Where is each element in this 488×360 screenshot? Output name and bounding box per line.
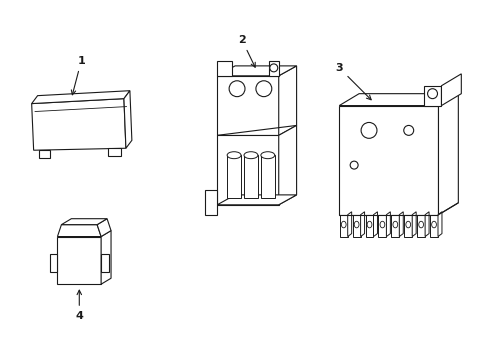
Polygon shape: [268, 61, 278, 76]
Polygon shape: [416, 215, 424, 237]
Polygon shape: [217, 66, 296, 76]
Ellipse shape: [366, 221, 371, 228]
Polygon shape: [260, 155, 274, 198]
Polygon shape: [101, 231, 111, 284]
Ellipse shape: [418, 221, 423, 228]
Ellipse shape: [353, 221, 358, 228]
Polygon shape: [278, 66, 296, 135]
Polygon shape: [347, 212, 351, 237]
Ellipse shape: [341, 221, 346, 228]
Polygon shape: [404, 215, 411, 237]
Polygon shape: [441, 74, 460, 105]
Polygon shape: [205, 190, 217, 215]
Polygon shape: [57, 225, 101, 237]
Polygon shape: [399, 212, 403, 237]
Polygon shape: [339, 105, 438, 215]
Polygon shape: [32, 99, 126, 150]
Ellipse shape: [431, 221, 435, 228]
Polygon shape: [101, 255, 109, 272]
Polygon shape: [217, 195, 296, 205]
Ellipse shape: [226, 152, 241, 159]
Polygon shape: [352, 215, 360, 237]
Polygon shape: [244, 155, 257, 198]
Polygon shape: [424, 212, 428, 237]
Ellipse shape: [379, 221, 384, 228]
Polygon shape: [49, 255, 57, 272]
Polygon shape: [32, 91, 130, 104]
Polygon shape: [217, 135, 278, 205]
Text: 1: 1: [71, 56, 85, 95]
Text: 3: 3: [335, 63, 370, 100]
Polygon shape: [378, 215, 386, 237]
Text: 4: 4: [75, 290, 83, 321]
Polygon shape: [57, 237, 101, 284]
Polygon shape: [411, 212, 415, 237]
Polygon shape: [217, 61, 232, 76]
Polygon shape: [108, 148, 121, 156]
Circle shape: [269, 64, 277, 72]
Ellipse shape: [260, 152, 274, 159]
Circle shape: [427, 89, 437, 99]
Ellipse shape: [405, 221, 410, 228]
Polygon shape: [373, 212, 377, 237]
Polygon shape: [61, 219, 107, 225]
Polygon shape: [339, 94, 457, 105]
Polygon shape: [429, 215, 437, 237]
Circle shape: [403, 125, 413, 135]
Circle shape: [349, 161, 357, 169]
Text: 2: 2: [238, 35, 255, 67]
Polygon shape: [123, 91, 132, 148]
Polygon shape: [423, 86, 441, 105]
Polygon shape: [365, 215, 373, 237]
Polygon shape: [97, 219, 111, 237]
Polygon shape: [278, 125, 296, 205]
Polygon shape: [226, 155, 241, 198]
Polygon shape: [339, 215, 347, 237]
Polygon shape: [386, 212, 389, 237]
Ellipse shape: [392, 221, 397, 228]
Polygon shape: [437, 212, 441, 237]
Circle shape: [255, 81, 271, 96]
Ellipse shape: [244, 152, 257, 159]
Polygon shape: [217, 76, 278, 135]
Polygon shape: [360, 212, 364, 237]
Polygon shape: [438, 94, 457, 215]
Circle shape: [229, 81, 244, 96]
Circle shape: [360, 122, 376, 138]
Polygon shape: [390, 215, 399, 237]
Polygon shape: [39, 150, 49, 158]
